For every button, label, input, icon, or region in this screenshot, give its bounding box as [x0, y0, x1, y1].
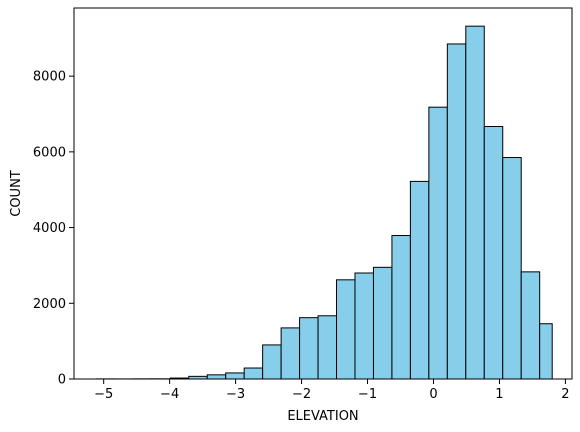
histogram-bar: [539, 323, 553, 380]
y-tick-label: 0: [58, 373, 66, 388]
histogram-bar: [502, 157, 522, 380]
histogram-bar: [465, 25, 485, 380]
x-tick-label: −4: [160, 387, 179, 402]
x-tick-label: 1: [495, 387, 503, 402]
x-axis-label: ELEVATION: [287, 409, 358, 424]
x-tick-label: −2: [292, 387, 311, 402]
plot-frame: [73, 7, 573, 380]
x-tick-label: −1: [358, 387, 377, 402]
histogram-bar: [428, 106, 448, 380]
histogram-bar: [391, 235, 411, 380]
histogram-bar: [446, 43, 467, 380]
histogram-bar: [483, 125, 504, 380]
x-axis-ticks: −5 −4 −3 −2 −1 0 1 2: [94, 379, 570, 402]
histogram-bar: [354, 272, 374, 380]
y-tick-label: 2000: [33, 297, 66, 312]
histogram-bar: [206, 374, 227, 380]
histogram-bar: [372, 266, 393, 380]
y-tick-label: 4000: [33, 221, 66, 236]
y-tick-label: 6000: [33, 145, 66, 160]
x-tick-label: 0: [429, 387, 437, 402]
x-tick-label: 2: [561, 387, 569, 402]
y-axis-ticks: 0 2000 4000 6000 8000: [33, 70, 74, 388]
histogram-bar: [299, 317, 319, 380]
y-axis-label: COUNT: [9, 170, 24, 217]
histogram-bar: [409, 180, 430, 380]
x-tick-label: −5: [94, 387, 113, 402]
histogram-bar: [243, 367, 264, 380]
histogram-bar: [262, 344, 282, 380]
histogram-bar: [336, 279, 356, 380]
histogram-bar: [225, 372, 245, 380]
histogram-bar: [520, 271, 541, 380]
histogram-bar: [280, 327, 301, 380]
x-tick-label: −3: [226, 387, 245, 402]
bars-group: [95, 25, 553, 380]
histogram-bar: [317, 315, 338, 380]
y-tick-label: 8000: [33, 70, 66, 85]
